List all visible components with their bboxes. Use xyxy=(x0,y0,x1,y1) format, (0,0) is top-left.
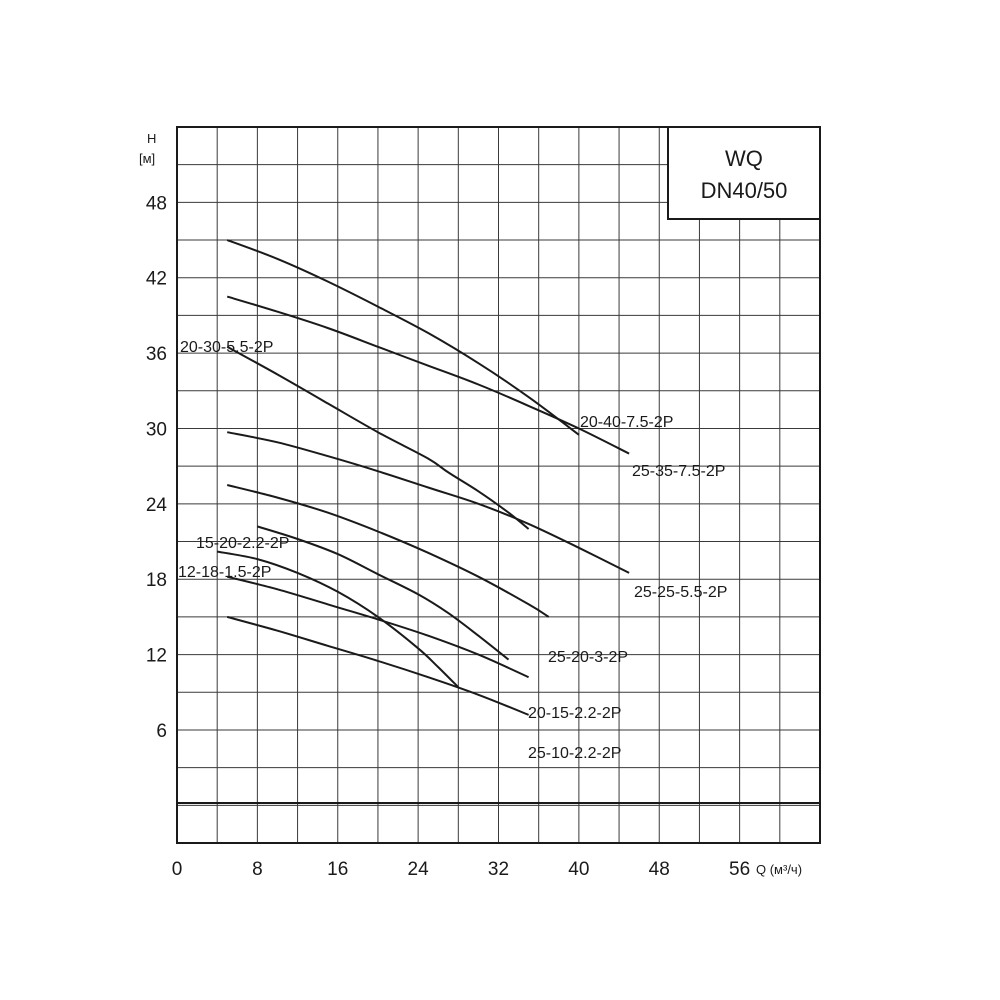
x-tick-label: 8 xyxy=(252,859,263,880)
pump-curve-25-35-7.5-2P xyxy=(226,295,630,455)
chart-title-line-1: WQ xyxy=(725,146,763,171)
y-tick-label: 12 xyxy=(146,646,167,667)
curve-label: 25-10-2.2-2P xyxy=(528,745,621,762)
x-tick-label: 48 xyxy=(649,859,670,880)
curve-label: 25-25-5.5-2P xyxy=(634,584,727,601)
pump-curve-25-25-5.5-2P xyxy=(227,431,630,574)
y-axis-label: H xyxy=(147,131,156,146)
curve-label: 12-18-1.5-2P xyxy=(178,564,271,581)
title-box xyxy=(667,126,821,220)
y-axis-unit: [м] xyxy=(139,151,155,166)
pump-curve-25-10-2.2-2P xyxy=(226,615,529,716)
x-tick-label: 56 xyxy=(729,859,750,880)
curve-label: 20-15-2.2-2P xyxy=(528,705,621,722)
chart-grid xyxy=(177,127,820,843)
x-axis-label: Q (м³/ч) xyxy=(756,862,802,877)
curve-labels: 20-40-7.5-2P 25-35-7.5-2P 20-30-5.5-2P 2… xyxy=(178,339,727,762)
pump-curve-20-15-2.2-2P xyxy=(226,575,530,679)
curve-label: 25-20-3-2P xyxy=(548,649,628,666)
pump-curve-15-20-2.2-2P xyxy=(257,525,510,661)
y-tick-label: 6 xyxy=(156,721,167,742)
curve-label: 20-30-5.5-2P xyxy=(180,339,273,356)
x-tick-label: 24 xyxy=(408,859,430,880)
y-tick-label: 24 xyxy=(146,495,168,516)
y-tick-label: 36 xyxy=(146,344,167,365)
curve-label: 15-20-2.2-2P xyxy=(196,535,289,552)
curve-label: 20-40-7.5-2P xyxy=(580,414,673,431)
chart-title-line-2: DN40/50 xyxy=(701,178,788,203)
pump-curve-20-30-5.5-2P xyxy=(226,345,530,530)
x-tick-label: 40 xyxy=(568,859,589,880)
curve-label: 25-35-7.5-2P xyxy=(632,463,725,480)
pump-curves xyxy=(217,239,630,716)
pump-curve-20-40-7.5-2P xyxy=(226,239,580,436)
x-tick-label: 16 xyxy=(327,859,348,880)
y-tick-label: 30 xyxy=(146,419,167,440)
y-tick-label: 48 xyxy=(146,193,167,214)
plot-frame xyxy=(176,126,821,844)
pump-curve-12-18-1.5-2P xyxy=(217,550,460,688)
x-tick-label: 0 xyxy=(172,859,183,880)
y-tick-label: 18 xyxy=(146,570,167,591)
y-tick-label: 42 xyxy=(146,269,167,290)
x-tick-label: 32 xyxy=(488,859,509,880)
pump-curve-25-20-3-2P xyxy=(226,484,550,618)
axis-ticks: 0 8 16 24 32 40 48 56 6 12 18 24 30 36 42 48 xyxy=(146,193,750,880)
